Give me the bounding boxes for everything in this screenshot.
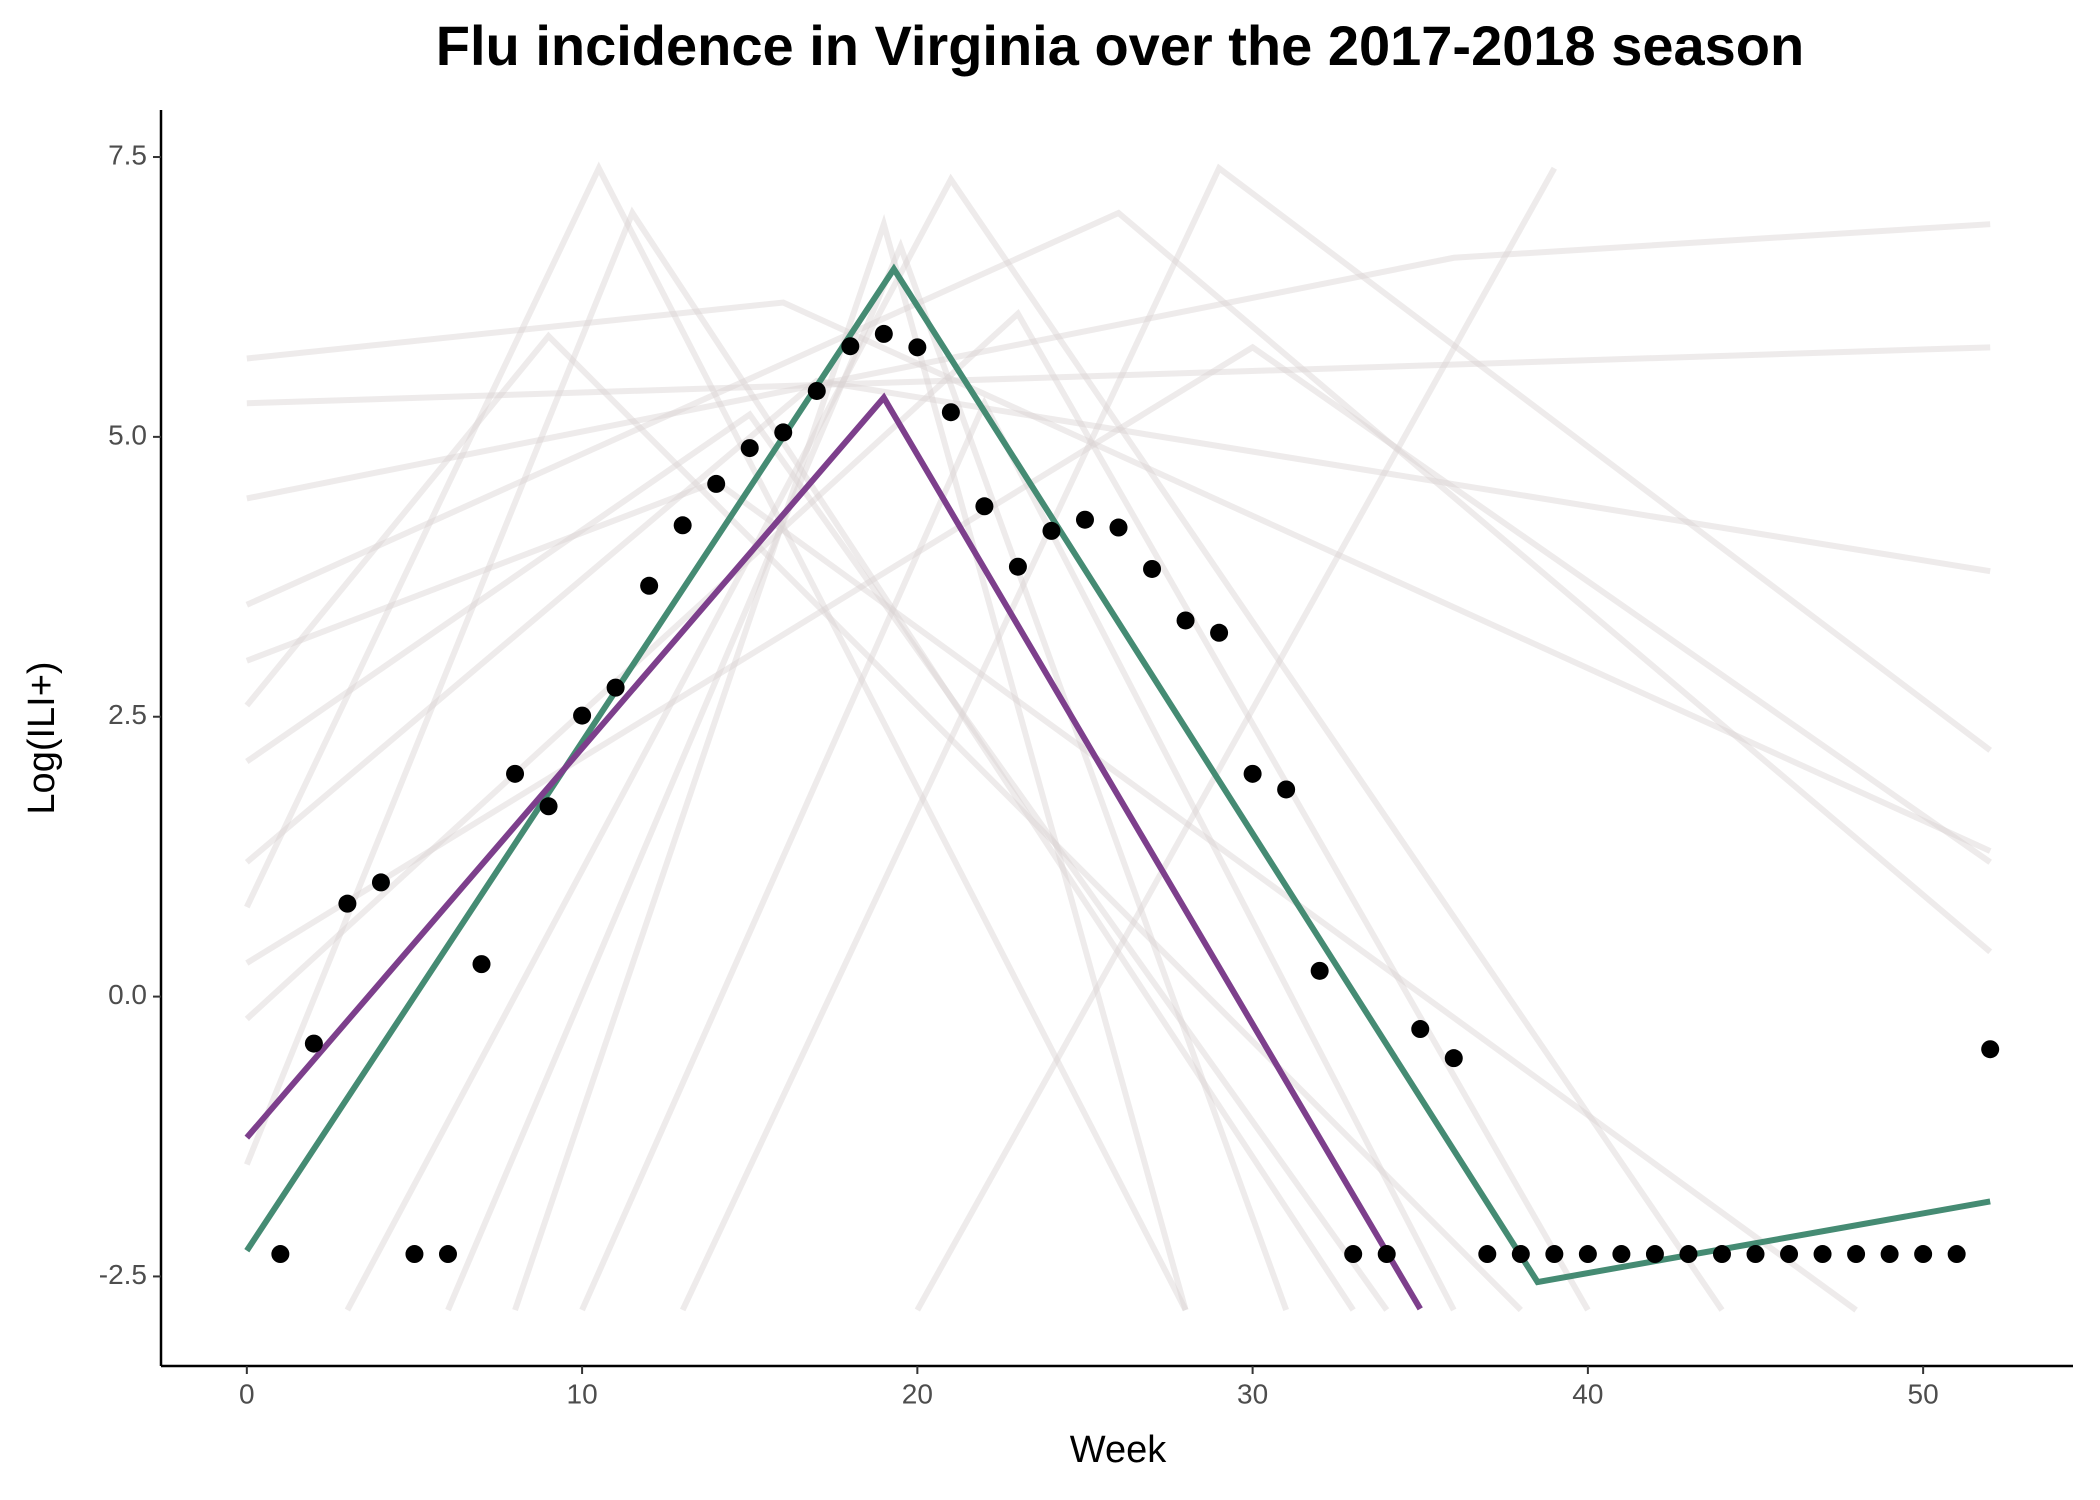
background-line: [246, 344, 1991, 407]
background-line: [679, 163, 1992, 1312]
background-line: [244, 331, 1523, 1313]
data-point: [1210, 623, 1229, 642]
data-point: [874, 324, 893, 343]
background-line: [244, 308, 1591, 1312]
data-point: [1612, 1245, 1631, 1264]
data-point: [1780, 1245, 1799, 1264]
y-axis-title: Log(ILI+): [21, 661, 63, 814]
data-point: [673, 516, 692, 535]
x-tick-label: 10: [567, 1378, 598, 1409]
data-point: [1042, 521, 1061, 540]
data-point: [941, 403, 960, 422]
data-point: [1109, 518, 1128, 537]
data-point: [405, 1245, 424, 1264]
data-point: [1947, 1245, 1966, 1264]
data-point: [472, 955, 491, 974]
background-line: [245, 478, 1858, 1313]
data-point: [506, 764, 525, 783]
background-line: [245, 343, 1992, 966]
background-line: [246, 299, 1992, 854]
data-point: [1645, 1245, 1664, 1264]
data-point: [1847, 1245, 1866, 1264]
data-point: [841, 337, 860, 356]
x-tick-label: 50: [1908, 1378, 1939, 1409]
data-point: [1377, 1245, 1396, 1264]
background-line: [512, 214, 1189, 1311]
background-line: [245, 209, 1993, 955]
data-point: [606, 678, 625, 697]
data-point: [975, 497, 994, 516]
data-point: [1277, 780, 1296, 799]
data-point: [1712, 1245, 1731, 1264]
data-point: [1511, 1245, 1530, 1264]
data-point: [1981, 1040, 2000, 1059]
data-point: [1880, 1245, 1899, 1264]
background-line: [579, 396, 1457, 1312]
x-tick-label: 40: [1572, 1378, 1603, 1409]
data-point: [1243, 764, 1262, 783]
data-point: [774, 423, 793, 442]
data-point: [807, 381, 826, 400]
data-point: [1578, 1245, 1597, 1264]
data-point: [1545, 1245, 1564, 1264]
data-point: [1914, 1245, 1933, 1264]
data-point: [1679, 1245, 1698, 1264]
x-tick-label: 0: [239, 1378, 255, 1409]
data-point: [1746, 1245, 1765, 1264]
data-point: [371, 873, 390, 892]
data-point: [438, 1245, 457, 1264]
y-tick-label: 5.0: [108, 419, 147, 450]
x-tick-label: 20: [902, 1378, 933, 1409]
fit-line: [244, 392, 1423, 1311]
data-point: [1344, 1245, 1363, 1264]
data-point: [304, 1034, 323, 1053]
data-point: [573, 706, 592, 725]
y-tick-label: 2.5: [108, 699, 147, 730]
data-point: [1813, 1245, 1832, 1264]
data-point: [1478, 1245, 1497, 1264]
background-line: [914, 166, 1557, 1312]
data-point: [1008, 557, 1027, 576]
data-point: [740, 439, 759, 458]
data-point: [1143, 559, 1162, 578]
background-line: [244, 161, 1189, 1312]
data-point: [539, 797, 558, 816]
y-tick-label: -2.5: [99, 1259, 147, 1290]
background-line: [244, 206, 1356, 1312]
y-tick-label: 7.5: [108, 139, 147, 170]
y-tick-label: 0.0: [108, 979, 147, 1010]
data-point: [271, 1245, 290, 1264]
data-point: [1176, 611, 1195, 630]
background-line: [246, 221, 1991, 502]
background-line: [344, 173, 1725, 1312]
data-point: [1411, 1020, 1430, 1039]
background-line: [445, 238, 1289, 1312]
data-point: [1444, 1049, 1463, 1068]
x-axis-title: Week: [1070, 1429, 1167, 1471]
data-point: [908, 338, 927, 357]
x-tick-label: 30: [1237, 1378, 1268, 1409]
data-point: [707, 474, 726, 493]
chart-title: Flu incidence in Virginia over the 2017-…: [436, 14, 1804, 77]
data-point: [1075, 510, 1094, 529]
data-point: [640, 576, 659, 595]
data-point: [1310, 961, 1329, 980]
data-point: [338, 894, 357, 913]
background-line: [245, 410, 1390, 1312]
